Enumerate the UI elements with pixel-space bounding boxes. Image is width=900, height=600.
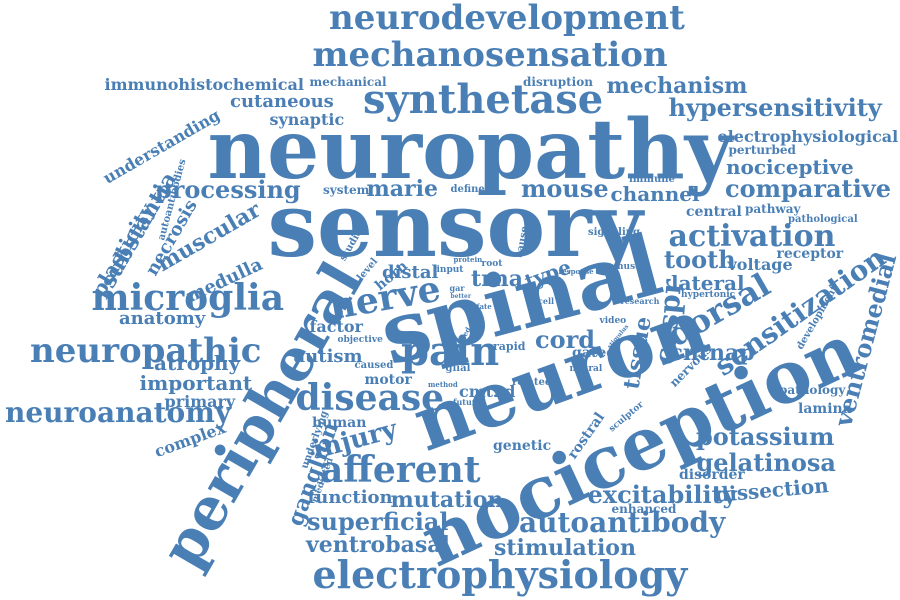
word-video: video	[599, 315, 627, 326]
word-hypertonic: hypertonic	[681, 289, 736, 300]
word-potassium: potassium	[696, 422, 835, 451]
word-gar: gar	[449, 283, 465, 293]
word-tooth: tooth	[664, 245, 736, 274]
word-human: human	[312, 415, 367, 431]
word-objective: objective	[337, 334, 383, 345]
word-autoantibody: autoantibody	[519, 506, 726, 539]
word-neuroanatomy: neuroanatomy	[5, 396, 232, 429]
word-autism: autism	[293, 346, 363, 367]
word-voltage: voltage	[727, 255, 793, 274]
word-sensory: sensory	[267, 173, 643, 277]
word-central: central	[686, 204, 742, 220]
word-distal: distal	[382, 262, 439, 283]
word-electrophysiology: electrophysiology	[312, 552, 688, 597]
word-rapid: rapid	[493, 339, 526, 353]
word-lateral: lateral	[671, 271, 745, 295]
word-disorder: disorder	[679, 467, 745, 483]
word-signaling: signaling	[588, 227, 641, 238]
word-activation: activation	[668, 219, 836, 254]
word-afferent: afferent	[320, 449, 481, 491]
word-superficial: superficial	[307, 507, 449, 536]
word-cmt2d: cmt2d	[459, 382, 516, 401]
word-mechanosensation: mechanosensation	[312, 35, 668, 75]
word-input: input	[436, 264, 464, 275]
word-atrophy: atrophy	[154, 351, 241, 375]
word-research: research	[620, 296, 660, 306]
word-important: important	[139, 371, 253, 395]
word-immunohistochemical: immunohistochemical	[104, 75, 304, 94]
word-genetic: genetic	[493, 438, 552, 454]
word-factor: factor	[309, 317, 363, 336]
word-caused: caused	[354, 360, 394, 371]
word-function: function	[307, 487, 393, 508]
word-neurodevelopment: neurodevelopment	[329, 0, 685, 38]
word-anatomy: anatomy	[119, 308, 206, 329]
word-cell: cell	[538, 296, 555, 306]
word-method: method	[428, 379, 458, 389]
word-comparative: comparative	[725, 174, 891, 203]
word-microglia: microglia	[91, 277, 285, 319]
word-neuropathic: neuropathic	[30, 331, 262, 371]
word-gelatinosa: gelatinosa	[696, 448, 836, 477]
word-hypersensitivity: hypersensitivity	[668, 93, 882, 122]
word-protein: protein	[453, 254, 483, 264]
word-mutation: mutation	[390, 487, 504, 513]
word-neuropathy: neuropathy	[207, 102, 733, 198]
word-primary: primary	[164, 392, 236, 411]
word-disruption: disruption	[523, 75, 593, 89]
word-synaptic: synaptic	[269, 110, 345, 129]
word-pain: pain	[401, 328, 500, 375]
word-nociceptive: nociceptive	[726, 155, 854, 179]
word-related: related	[512, 377, 552, 388]
word-receptor: receptor	[776, 246, 844, 262]
word-defined: defined	[450, 184, 492, 195]
word-cntnap: cntnap	[669, 340, 755, 366]
word-perturbed: perturbed	[728, 143, 796, 157]
word-marie: marie	[366, 176, 438, 202]
word-muscle: muscle	[614, 261, 650, 272]
word-processing: processing	[155, 175, 301, 204]
word-synthetase: synthetase	[363, 76, 604, 123]
word-better: better	[450, 293, 472, 300]
word-ventrobasal: ventrobasal	[306, 532, 450, 558]
word-lamina: lamina	[798, 401, 852, 417]
word-mechanism: mechanism	[606, 73, 748, 99]
word-glial: glial	[445, 363, 471, 374]
word-electrophysiological: electrophysiological	[717, 127, 899, 146]
word-gated: gated	[572, 345, 617, 361]
word-neural: neural	[569, 363, 603, 374]
word-mouse: mouse	[521, 174, 609, 203]
word-cutaneous: cutaneous	[230, 91, 334, 112]
word-fate: fate	[476, 301, 492, 311]
word-excitability: excitability	[587, 480, 737, 509]
word-mechanical: mechanical	[309, 75, 387, 89]
word-root: root	[481, 258, 503, 269]
word-stimulation: stimulation	[494, 535, 636, 561]
word-disease: disease	[295, 377, 445, 419]
word-immune: immune	[629, 174, 675, 185]
word-cord: cord	[535, 325, 596, 354]
word-pathological: pathological	[788, 214, 858, 225]
word-system: system	[323, 183, 370, 197]
word-trna: trna	[471, 266, 524, 292]
word-channel: channel	[610, 182, 700, 206]
word-response: response	[558, 266, 594, 276]
word-pathology: pathology	[779, 383, 846, 397]
word-motor: motor	[364, 372, 412, 388]
word-pathway: pathway	[745, 202, 801, 216]
word-enhanced: enhanced	[611, 502, 677, 516]
word-future: future	[453, 397, 482, 407]
